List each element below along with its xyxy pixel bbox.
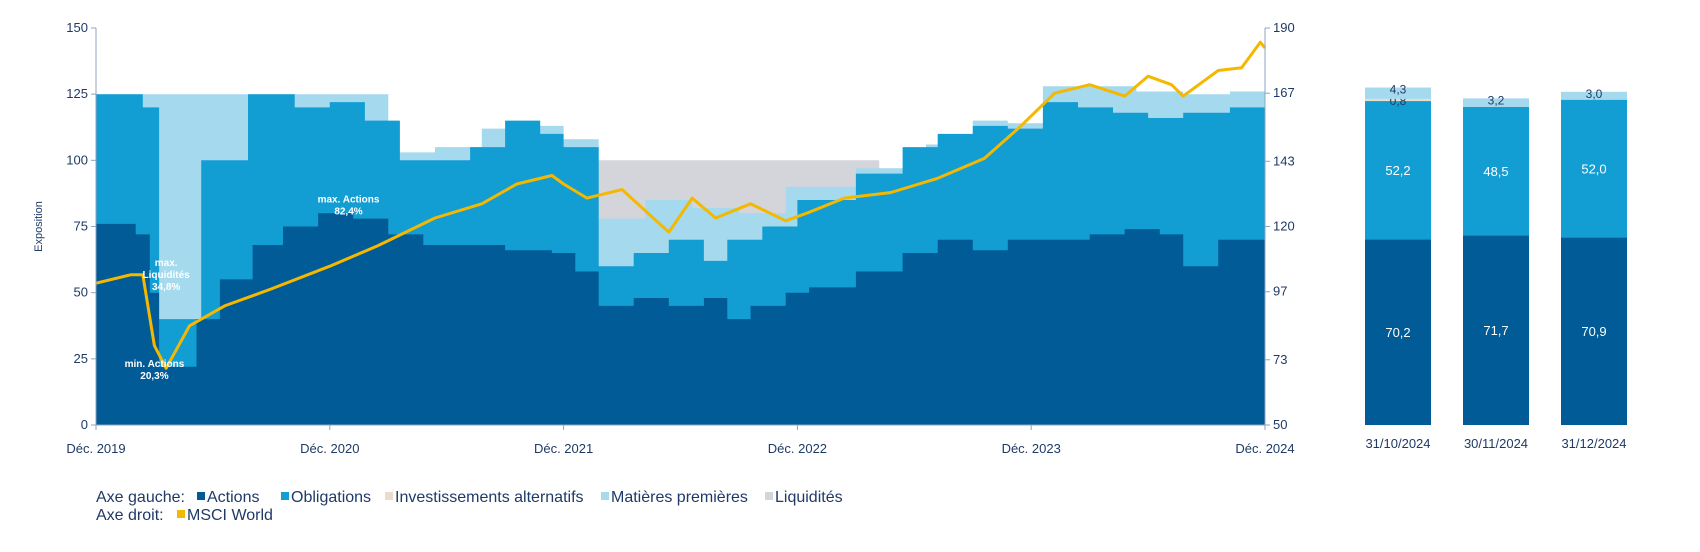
legend-swatch-liquidites — [765, 492, 773, 500]
bar-category-label: 31/12/2024 — [1561, 436, 1626, 451]
line-msci-world — [95, 40, 1267, 370]
bar-obligations — [1561, 99, 1627, 238]
right-tick-label: 120 — [1273, 219, 1295, 234]
annotation-min-actions: min. Actions 20,3% — [125, 359, 185, 382]
legend-swatch-obligations — [281, 492, 289, 500]
right-tick-label: 97 — [1273, 284, 1287, 299]
bar-value-label: 71,7 — [1483, 323, 1508, 338]
bar-actions — [1561, 237, 1627, 425]
left-tick-label: 50 — [74, 285, 88, 300]
allocation-history-chart: 0 25 50 75 100 125 150 50 73 97 120 143 167 190 Déc. 2… — [33, 20, 1295, 456]
bar-actions — [1463, 235, 1529, 425]
legend-swatch-msci-world — [177, 510, 185, 518]
area-actions — [96, 213, 1265, 425]
bar-value-label: 52,2 — [1385, 163, 1410, 178]
monthly-allocation-bars: 70,252,20,84,331/10/202471,748,53,230/11… — [1365, 83, 1627, 451]
bar-value-label: 4,3 — [1390, 83, 1407, 97]
left-tick-label: 150 — [66, 20, 88, 35]
legend-swatch-matieres-premieres — [601, 492, 609, 500]
x-tick-label: Déc. 2020 — [300, 441, 359, 456]
bar-value-label: 70,9 — [1581, 324, 1606, 339]
bar-investissements-alternatifs — [1365, 98, 1431, 102]
bar-actions — [1365, 239, 1431, 425]
legend-item-actions: Actions — [207, 489, 259, 506]
left-tick-label: 100 — [66, 152, 88, 167]
left-tick-label: 0 — [81, 417, 88, 432]
annotation-line: 82,4% — [334, 207, 362, 218]
annotation-line: max. — [155, 258, 178, 269]
right-tick-label: 143 — [1273, 153, 1295, 168]
annotation-line: Liquidités — [143, 270, 191, 281]
x-tick-label: Déc. 2022 — [768, 441, 827, 456]
bar-value-label: 3,2 — [1488, 93, 1505, 107]
bar-value-label: 48,5 — [1483, 164, 1508, 179]
right-tick-label: 73 — [1273, 352, 1287, 367]
legend-swatch-actions — [197, 492, 205, 500]
legend-item-msci-world: MSCI World — [187, 507, 273, 524]
annotation-line: min. Actions — [125, 359, 185, 370]
legend-item-liquidites: Liquidités — [775, 489, 843, 506]
legend-right-axis-label: Axe droit: — [96, 507, 164, 524]
annotation-max-actions: max. Actions 82,4% — [318, 195, 380, 218]
left-axis-title: Exposition — [33, 201, 45, 252]
x-tick-label: Déc. 2023 — [1002, 441, 1061, 456]
annotation-line: 34,8% — [152, 282, 180, 293]
bar-matieres-premieres — [1463, 98, 1529, 107]
bar-matieres-premieres — [1561, 91, 1627, 100]
bar-value-label: 52,0 — [1581, 162, 1606, 177]
annotation-line: max. Actions — [318, 195, 380, 206]
legend-swatch-investissements-alternatifs — [385, 492, 393, 500]
bar-matieres-premieres — [1365, 87, 1431, 99]
bar-category-label: 31/10/2024 — [1365, 436, 1430, 451]
annotation-max: max. Liquidités 34,8% — [143, 258, 191, 293]
bar-category-label: 30/11/2024 — [1464, 436, 1528, 451]
legend: Axe gauche:Axe droit: Actions Obligations I… — [96, 489, 843, 524]
bar-value-label: 70,2 — [1385, 325, 1410, 340]
bar-value-label: 3,0 — [1586, 87, 1603, 101]
right-tick-label: 167 — [1273, 85, 1295, 100]
x-tick-label: Déc. 2019 — [66, 441, 125, 456]
legend-left-axis-label: Axe gauche: — [96, 489, 185, 506]
left-tick-label: 125 — [66, 86, 88, 101]
annotation-line: 20,3% — [140, 371, 168, 382]
right-tick-label: 50 — [1273, 417, 1287, 432]
left-tick-label: 75 — [74, 219, 88, 234]
legend-item-obligations: Obligations — [291, 489, 371, 506]
x-tick-label: Déc. 2024 — [1235, 441, 1294, 456]
legend-item-matieres-premieres: Matières premières — [611, 489, 748, 506]
x-tick-label: Déc. 2021 — [534, 441, 593, 456]
left-tick-label: 25 — [74, 351, 88, 366]
bar-obligations — [1365, 101, 1431, 240]
bar-obligations — [1463, 106, 1529, 236]
legend-item-investissements-alternatifs: Investissements alternatifs — [395, 489, 584, 506]
right-tick-label: 190 — [1273, 20, 1295, 35]
